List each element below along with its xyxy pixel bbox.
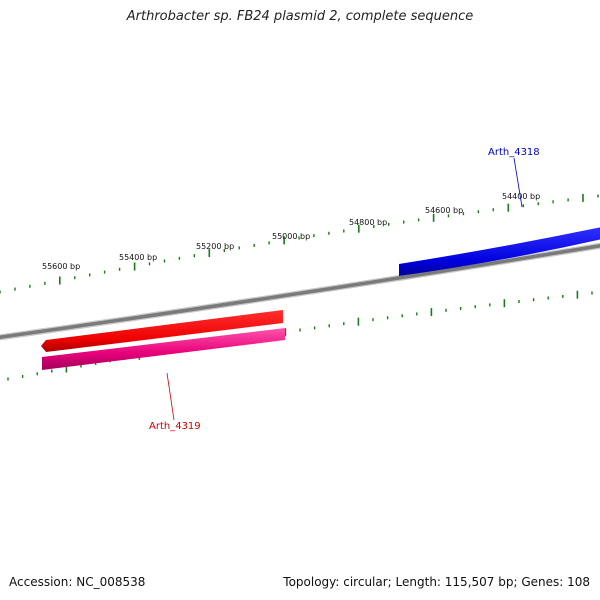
cds-feature-arth-4319[interactable]: [42, 328, 285, 370]
gene-label-arth-4319[interactable]: Arth_4319: [149, 421, 201, 432]
tick-label: 55200 bp: [196, 242, 234, 251]
topology-summary: Topology: circular; Length: 115,507 bp; …: [283, 575, 590, 589]
tick-label: 55000 bp: [272, 232, 310, 241]
gene-arth-4318[interactable]: [399, 227, 600, 276]
tick-label: 55400 bp: [119, 253, 157, 262]
plasmid-backbone-core: [0, 244, 600, 340]
map-title: Arthrobacter sp. FB24 plasmid 2, complet…: [126, 9, 474, 24]
accession-text: Accession: NC_008538: [9, 575, 146, 589]
gene-label-leader: [513, 157, 523, 208]
gene-label-arth-4318[interactable]: Arth_4318: [488, 147, 540, 158]
tick-label: 54800 bp: [349, 218, 387, 227]
gene-label-leader: [166, 372, 175, 421]
outer-tick-ring: [0, 193, 599, 294]
gene-arth-4319[interactable]: [41, 310, 283, 352]
tick-label: 55600 bp: [42, 262, 80, 271]
tick-label: 54600 bp: [425, 206, 463, 215]
tick-label: 54400 bp: [502, 192, 540, 201]
